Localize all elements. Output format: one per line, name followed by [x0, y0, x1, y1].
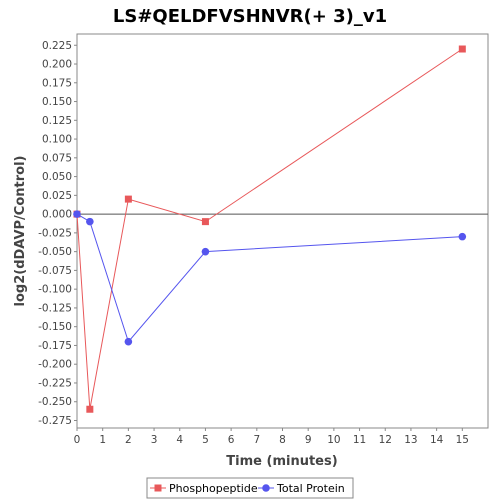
point-total-protein: [124, 337, 133, 346]
x-axis-label: Time (minutes): [226, 454, 337, 469]
y-tick-label: -0.200: [38, 359, 72, 371]
y-tick-label: -0.100: [38, 284, 72, 296]
x-tick-label: 5: [202, 434, 209, 446]
y-tick-label: -0.050: [38, 246, 72, 258]
y-tick-label: -0.150: [38, 321, 72, 333]
x-tick-label: 6: [228, 434, 235, 446]
x-tick-label: 9: [305, 434, 312, 446]
y-tick-label: 0.200: [42, 59, 72, 71]
legend-box: [146, 477, 354, 499]
y-tick-label: 0.150: [42, 96, 72, 108]
y-tick-label: 0.050: [42, 171, 72, 183]
plot-area: [76, 33, 489, 429]
y-tick-label: -0.125: [38, 302, 72, 314]
point-phosphopeptide: [458, 45, 466, 53]
x-tick-label: 15: [456, 434, 469, 446]
y-tick-label: -0.175: [38, 340, 72, 352]
y-tick-label: 0.225: [42, 40, 72, 52]
legend-label-phosphopeptide: Phosphopeptide: [169, 482, 258, 495]
x-tick-label: 12: [379, 434, 392, 446]
x-tick-label: 11: [353, 434, 366, 446]
series-layer: [73, 45, 467, 413]
y-tick-label: 0.125: [42, 115, 72, 127]
point-total-protein: [73, 210, 81, 218]
y-tick-label: 0.100: [42, 134, 72, 146]
x-tick-label: 2: [125, 434, 132, 446]
y-tick-label: 0.000: [42, 209, 72, 221]
legend-marker-phosphopeptide: [154, 484, 162, 492]
point-total-protein: [458, 232, 467, 241]
x-tick-label: 3: [151, 434, 158, 446]
y-tick-label: -0.075: [38, 265, 72, 277]
x-tick-label: 4: [176, 434, 183, 446]
x-tick-label: 0: [74, 434, 81, 446]
y-tick-label: -0.250: [38, 396, 72, 408]
legend-label-total-protein: Total Protein: [276, 482, 345, 495]
y-tick-label: -0.275: [38, 415, 72, 427]
point-total-protein: [201, 247, 210, 256]
point-phosphopeptide: [124, 195, 132, 203]
legend: Phosphopeptide Total Protein: [146, 477, 354, 499]
x-axis: 0 1 2 3 4 5 6 7 8 9 10 11 12 13 14 15: [74, 428, 469, 446]
legend-marker-total-protein: [262, 484, 270, 492]
x-tick-label: 13: [404, 434, 417, 446]
point-phosphopeptide: [86, 405, 94, 413]
x-tick-label: 1: [99, 434, 106, 446]
y-tick-label: 0.075: [42, 152, 72, 164]
point-total-protein: [86, 217, 94, 226]
x-tick-label: 14: [430, 434, 444, 446]
x-tick-label: 10: [327, 434, 340, 446]
y-axis-label: log2(dDAVP/Control): [13, 156, 28, 307]
x-tick-label: 7: [253, 434, 260, 446]
y-tick-label: 0.025: [42, 190, 72, 202]
y-tick-label: -0.025: [38, 227, 72, 239]
y-tick-label: 0.175: [42, 77, 72, 89]
x-tick-label: 8: [279, 434, 286, 446]
y-tick-label: -0.225: [38, 377, 72, 389]
chart-title: LS#QELDFVSHNVR(+ 3)_v1: [113, 6, 387, 27]
point-phosphopeptide: [201, 218, 209, 226]
y-axis: 0.225 0.200 0.175 0.150 0.125 0.100 0.075 0.050…: [38, 40, 77, 427]
